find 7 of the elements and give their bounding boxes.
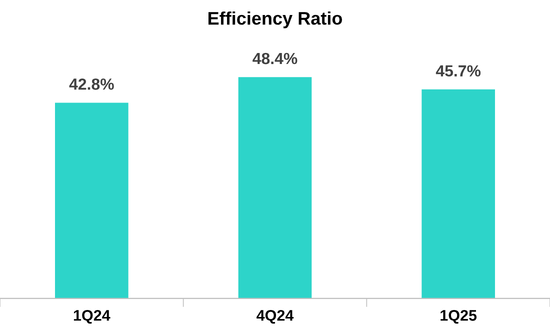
data-label: 42.8%: [69, 78, 114, 90]
x-tick-label: 1Q25: [440, 310, 477, 324]
chart-title: Efficiency Ratio: [208, 11, 342, 28]
x-tick-label: 4Q24: [256, 310, 294, 324]
data-label: 45.7%: [436, 65, 481, 77]
data-label: 48.4%: [252, 52, 298, 64]
x-tick-label: 1Q24: [74, 310, 110, 324]
